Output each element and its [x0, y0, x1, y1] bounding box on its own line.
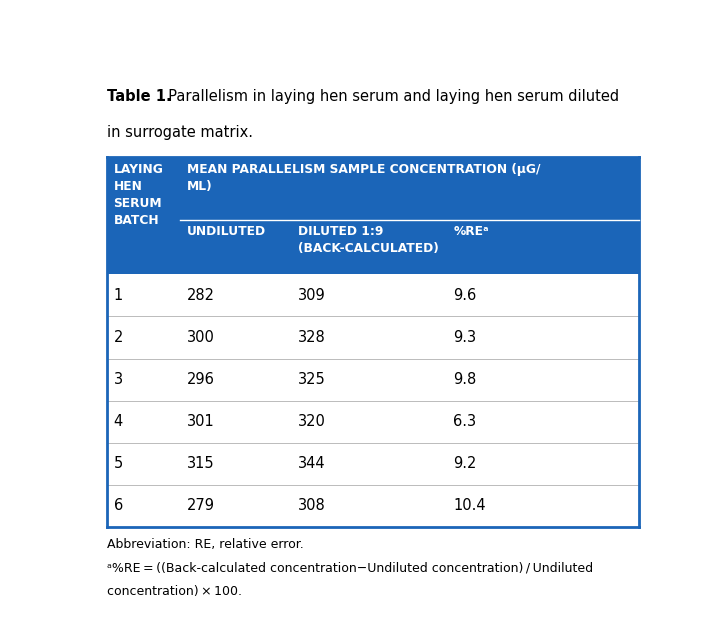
- Text: 6.3: 6.3: [454, 414, 476, 429]
- Text: Parallelism in laying hen serum and laying hen serum diluted: Parallelism in laying hen serum and layi…: [159, 89, 619, 104]
- Bar: [107, 485, 639, 527]
- Text: 279: 279: [187, 499, 215, 513]
- Text: 5: 5: [114, 456, 123, 471]
- Text: 344: 344: [298, 456, 325, 471]
- Text: 9.6: 9.6: [454, 288, 476, 303]
- Text: LAYING
HEN
SERUM
BATCH: LAYING HEN SERUM BATCH: [114, 163, 164, 227]
- Text: UNDILUTED: UNDILUTED: [187, 225, 266, 238]
- Text: 1: 1: [114, 288, 123, 303]
- Text: 328: 328: [298, 330, 326, 345]
- Text: 300: 300: [187, 330, 215, 345]
- Text: 3: 3: [114, 372, 123, 387]
- Text: %REᵃ: %REᵃ: [454, 225, 488, 238]
- Text: in surrogate matrix.: in surrogate matrix.: [107, 125, 253, 140]
- Text: 6: 6: [114, 499, 123, 513]
- Bar: [107, 443, 639, 485]
- Text: 9.3: 9.3: [454, 330, 476, 345]
- Text: 2: 2: [114, 330, 123, 345]
- Text: 325: 325: [298, 372, 326, 387]
- Bar: [107, 317, 639, 358]
- Text: 320: 320: [298, 414, 326, 429]
- Text: 9.8: 9.8: [454, 372, 476, 387]
- Text: DILUTED 1:9
(BACK-CALCULATED): DILUTED 1:9 (BACK-CALCULATED): [298, 225, 439, 255]
- Bar: [107, 401, 639, 443]
- Bar: [107, 157, 639, 274]
- Text: 301: 301: [187, 414, 215, 429]
- Text: 308: 308: [298, 499, 326, 513]
- Text: 282: 282: [187, 288, 215, 303]
- Text: ᵃ%RE = ((Back-calculated concentration−Undiluted concentration) / Undiluted: ᵃ%RE = ((Back-calculated concentration−U…: [107, 562, 593, 574]
- Text: Table 1.: Table 1.: [107, 89, 171, 104]
- Text: 309: 309: [298, 288, 326, 303]
- Text: 296: 296: [187, 372, 215, 387]
- Text: 315: 315: [187, 456, 215, 471]
- Bar: [107, 358, 639, 401]
- Text: 10.4: 10.4: [454, 499, 486, 513]
- Text: MEAN PARALLELISM SAMPLE CONCENTRATION (μG/
ML): MEAN PARALLELISM SAMPLE CONCENTRATION (μ…: [187, 163, 540, 193]
- Text: 9.2: 9.2: [454, 456, 477, 471]
- Bar: [107, 274, 639, 317]
- Text: concentration) × 100.: concentration) × 100.: [107, 585, 242, 598]
- Text: 4: 4: [114, 414, 123, 429]
- Text: Abbreviation: RE, relative error.: Abbreviation: RE, relative error.: [107, 538, 304, 551]
